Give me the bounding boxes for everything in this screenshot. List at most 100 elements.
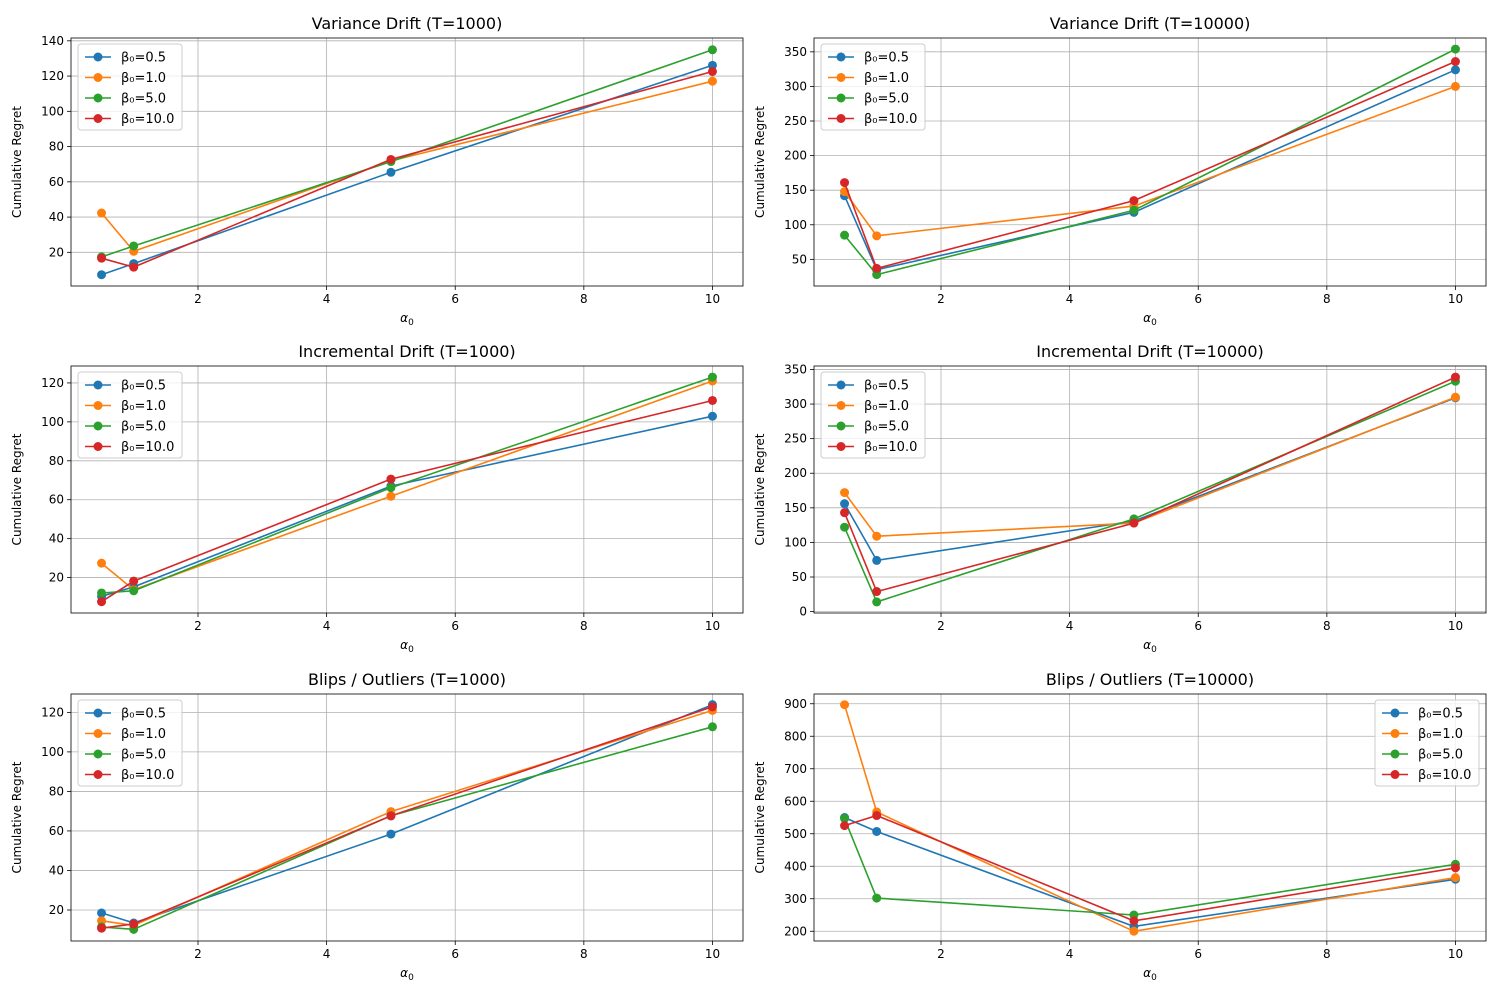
legend-box — [77, 371, 183, 459]
data-point — [840, 508, 850, 518]
data-point — [386, 829, 396, 839]
data-point — [1450, 57, 1460, 67]
data-point — [97, 558, 107, 568]
data-point — [872, 555, 882, 565]
data-point — [1450, 873, 1460, 883]
data-point — [129, 262, 139, 272]
data-point — [1450, 65, 1460, 75]
series-line-1 — [101, 703, 713, 924]
series-line-3 — [843, 818, 1456, 916]
legend-marker — [836, 73, 846, 82]
legend-label: β₀=1.0 — [121, 399, 166, 414]
series-line-1 — [101, 415, 713, 598]
data-point — [1129, 926, 1139, 936]
x-tick-label: 6 — [451, 947, 459, 961]
x-tick-label: 8 — [580, 619, 588, 633]
x-axis-label: α0 — [400, 638, 414, 655]
data-point — [872, 893, 882, 903]
y-tick-label: 250 — [784, 114, 807, 128]
legend-marker — [93, 729, 103, 738]
legend-label: β₀=0.5 — [864, 379, 909, 394]
legend-box — [820, 371, 926, 459]
data-point — [707, 702, 717, 712]
legend-label: β₀=1.0 — [1418, 727, 1463, 742]
x-tick-label: 8 — [580, 947, 588, 961]
legend-marker — [93, 770, 103, 779]
legend-label: β₀=10.0 — [121, 768, 174, 783]
y-tick-label: 140 — [41, 34, 64, 48]
series-line-2 — [100, 380, 713, 591]
y-tick-label: 80 — [49, 784, 64, 798]
x-tick-label: 2 — [937, 619, 945, 633]
legend-label: β₀=1.0 — [121, 727, 166, 742]
chart-title: Variance Drift (T=1000) — [312, 14, 503, 33]
y-tick-label: 500 — [784, 827, 807, 841]
series-line-1 — [843, 397, 1456, 562]
legend-label: β₀=10.0 — [1418, 768, 1471, 783]
x-tick-label: 10 — [705, 947, 720, 961]
x-tick-label: 6 — [1194, 947, 1202, 961]
series-line-1 — [844, 816, 1456, 928]
legend-label: β₀=1.0 — [864, 399, 909, 414]
legend-marker — [93, 380, 103, 390]
chart-panel-1: 2 4 6 8 10 20 40 60 80 100 120 140 Variance Drift (T… — [10, 14, 744, 328]
series-line-3 — [843, 48, 1456, 276]
legend: β₀=0.5 β₀=1.0 β₀=5.0 β₀=10.0 — [77, 43, 183, 131]
data-point — [840, 230, 850, 240]
data-point — [707, 60, 717, 70]
axes-frame — [813, 365, 1487, 614]
legend: β₀=0.5 β₀=1.0 β₀=5.0 β₀=10.0 — [820, 371, 926, 459]
legend-label: β₀=10.0 — [864, 440, 917, 455]
series-line-3 — [101, 376, 713, 594]
y-tick-label: 100 — [784, 535, 807, 549]
legend-marker — [1390, 708, 1400, 718]
legend-label: β₀=10.0 — [121, 112, 174, 127]
y-tick-label: 250 — [784, 432, 807, 446]
data-point — [129, 919, 139, 929]
y-tick-label: 20 — [49, 245, 64, 259]
x-tick-label: 10 — [705, 619, 720, 633]
data-point — [97, 597, 107, 607]
y-tick-label: 60 — [49, 175, 64, 189]
data-point — [840, 813, 850, 823]
data-point — [840, 700, 850, 710]
data-point — [97, 253, 107, 263]
series-line-4 — [844, 814, 1456, 922]
y-tick-label: 300 — [784, 892, 807, 906]
legend-box — [77, 699, 183, 787]
legend-marker — [836, 401, 846, 410]
legend-marker — [93, 73, 103, 82]
y-tick-label: 600 — [784, 794, 807, 808]
legend-marker — [93, 401, 103, 410]
legend-marker — [1390, 729, 1400, 738]
data-point — [1129, 205, 1139, 215]
legend-label: β₀=1.0 — [864, 71, 909, 86]
chart-title: Blips / Outliers (T=1000) — [308, 670, 506, 689]
y-tick-label: 150 — [784, 501, 807, 515]
series-line-2 — [843, 704, 1456, 933]
data-point — [840, 499, 850, 509]
y-axis-label: Cumulative Regret — [753, 433, 767, 545]
legend-marker — [836, 442, 846, 451]
data-point — [386, 811, 396, 821]
y-tick-label: 120 — [41, 376, 64, 390]
legend-label: β₀=0.5 — [121, 379, 166, 394]
data-point — [707, 76, 717, 86]
y-tick-label: 350 — [784, 362, 807, 376]
data-point — [1450, 81, 1460, 91]
legend-label: β₀=0.5 — [121, 51, 166, 66]
data-point — [1129, 916, 1139, 926]
y-tick-label: 100 — [41, 104, 64, 118]
legend-marker — [1390, 749, 1400, 759]
data-point — [386, 474, 396, 484]
data-point — [840, 522, 850, 532]
legend-label: β₀=0.5 — [121, 707, 166, 722]
chart-panel-3: 2 4 6 8 10 20 40 60 80 100 120 Incremental Drift (T… — [10, 342, 744, 655]
y-tick-label: 80 — [49, 140, 64, 154]
legend-marker — [93, 52, 103, 62]
data-point — [872, 587, 882, 597]
legend-label: β₀=5.0 — [864, 420, 909, 435]
series-line-2 — [843, 396, 1456, 538]
legend-label: β₀=0.5 — [1418, 707, 1463, 722]
